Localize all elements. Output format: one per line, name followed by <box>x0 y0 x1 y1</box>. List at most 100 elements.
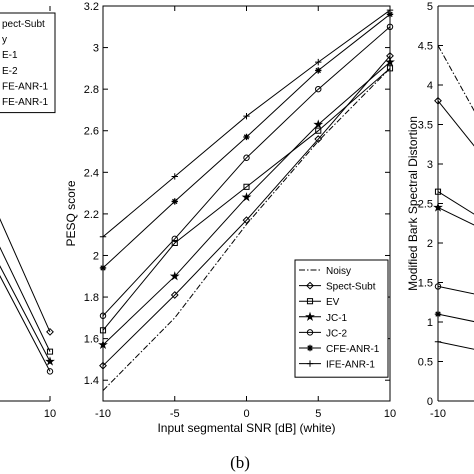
series-cfe-anr-1-line <box>437 313 474 323</box>
series-jc-2-point <box>386 23 394 31</box>
y-tick-label: 0 <box>427 396 433 408</box>
series-jc-1-point <box>45 356 55 366</box>
y-tick-label: 2 <box>93 250 99 262</box>
series-spect-subt-point <box>314 135 323 143</box>
center-panel: -10 -5 0 5 10 1.4 1.6 1.8 2 2.2 2.4 2.6 2.8 3 3.2 Input… <box>64 1 396 435</box>
legend-marker <box>306 281 314 290</box>
series-jc-2-line <box>102 26 391 317</box>
legend-label: FE-ANR-1 <box>2 97 49 108</box>
series-ife-anr-1-point <box>171 173 178 180</box>
series-spect-subt-line <box>437 100 474 147</box>
legend-marker <box>306 344 314 352</box>
x-tick-label: -10 <box>95 408 111 420</box>
series-spect-subt-point <box>242 216 251 225</box>
figure-caption: (b) <box>230 453 250 472</box>
x-tick-label: -5 <box>170 408 180 420</box>
series-jc-1-point <box>241 192 252 202</box>
y-tick-label: 0.5 <box>418 357 433 369</box>
series-noisy-line <box>102 68 391 391</box>
series-jc-2-point <box>171 235 178 243</box>
series-ife-anr-1-point <box>386 6 394 14</box>
y-tick-label: 2 <box>427 238 433 250</box>
series-spect-subt-point <box>99 361 107 370</box>
series-ev-line <box>0 246 51 352</box>
x-tick-label: 10 <box>44 408 56 420</box>
series-ife-anr-1-line <box>102 9 391 238</box>
y-tick-label: 1.5 <box>418 278 433 290</box>
series-ev-line <box>102 68 391 331</box>
y-tick-label: 2.4 <box>84 167 99 179</box>
series-ev-point <box>171 239 178 247</box>
legend-label: pect-Subt <box>2 19 45 30</box>
x-tick-label: 5 <box>315 408 321 420</box>
series-cfe-anr-1-point <box>386 11 394 18</box>
series-spect-subt-point <box>434 96 442 105</box>
y-tick-label: 1.4 <box>84 375 99 387</box>
legend-label: EV <box>326 297 340 308</box>
y-tick-label: 3.5 <box>418 120 433 132</box>
y-tick-label: 1.6 <box>84 334 99 346</box>
y-tick-label: 4.5 <box>418 41 433 53</box>
legend-box <box>0 12 56 114</box>
x-tick-label: 0 <box>243 408 249 420</box>
series-ev-point <box>99 327 107 334</box>
series-ife-anr-1-point <box>243 112 250 120</box>
x-tick-label: -10 <box>430 408 446 420</box>
legend-label: CFE-ANR-1 <box>326 344 380 355</box>
y-tick-label: 4 <box>427 80 433 92</box>
y-tick-label: 3.2 <box>84 1 99 13</box>
series-jc-1-line <box>437 206 474 226</box>
legend-label: Noisy <box>326 266 351 277</box>
left-panel: 10 pect-Subt y E-1 E-2 FE-ANR-1 FE-ANR-1 <box>0 6 56 420</box>
series-ev-point <box>243 183 250 190</box>
y-tick-label: 2.2 <box>84 209 99 221</box>
series-jc-1-point <box>169 271 180 281</box>
series-cfe-anr-1-line <box>102 13 391 269</box>
series-jc-2-point <box>434 283 442 290</box>
legend-label: FE-ANR-1 <box>2 81 49 92</box>
series-jc-1-point <box>313 119 324 129</box>
series-ev-point <box>434 188 442 195</box>
series-jc-2-point <box>243 154 250 161</box>
series-jc-2-line <box>437 285 474 295</box>
series-jc-2-point <box>99 312 107 319</box>
legend-label: y <box>2 35 7 46</box>
series-ev-point <box>315 127 322 134</box>
series-ife-anr-1-point <box>99 233 107 240</box>
series-ev-line <box>437 191 474 215</box>
series-jc-1-point <box>385 56 395 67</box>
y-axis-label: Modified Bark Spectral Distortion <box>406 116 420 291</box>
series-spect-subt-point <box>170 291 179 299</box>
legend-label: E-1 <box>2 50 18 61</box>
legend-marker <box>305 311 315 321</box>
series-jc-2-line <box>0 275 51 372</box>
x-axis-label: Input segmental SNR [dB] (white) <box>157 421 335 435</box>
y-tick-label: 2.6 <box>84 126 99 138</box>
y-tick-label: 1.8 <box>84 292 99 304</box>
y-tick-label: 2.8 <box>84 84 99 96</box>
legend-label: JC-2 <box>326 328 348 339</box>
series-cfe-anr-1-point <box>243 133 250 141</box>
series-ev-point <box>46 348 54 355</box>
x-tick-label: 10 <box>384 408 396 420</box>
y-tick-label: 1 <box>427 317 433 329</box>
legend-label: Spect-Subt <box>326 282 376 293</box>
series-jc-2-point <box>46 368 54 375</box>
series-ev-point <box>386 65 394 72</box>
series-jc-1-line <box>0 265 51 362</box>
legend-marker <box>306 360 314 367</box>
legend-label: JC-1 <box>326 313 348 324</box>
series-ife-anr-1-point <box>434 338 442 345</box>
series-cfe-anr-1-point <box>315 67 322 74</box>
series-jc-1-point <box>433 202 443 212</box>
series-spect-subt-line <box>0 218 51 333</box>
series-cfe-anr-1-point <box>99 264 107 272</box>
legend-marker <box>306 329 314 336</box>
legend-label: IFE-ANR-1 <box>326 360 375 371</box>
y-tick-label: 2.5 <box>418 199 433 211</box>
series-ife-anr-1-line <box>437 341 474 350</box>
series-spect-subt-point <box>46 327 54 336</box>
legend-marker <box>306 298 314 305</box>
series-jc-2-point <box>315 85 322 93</box>
